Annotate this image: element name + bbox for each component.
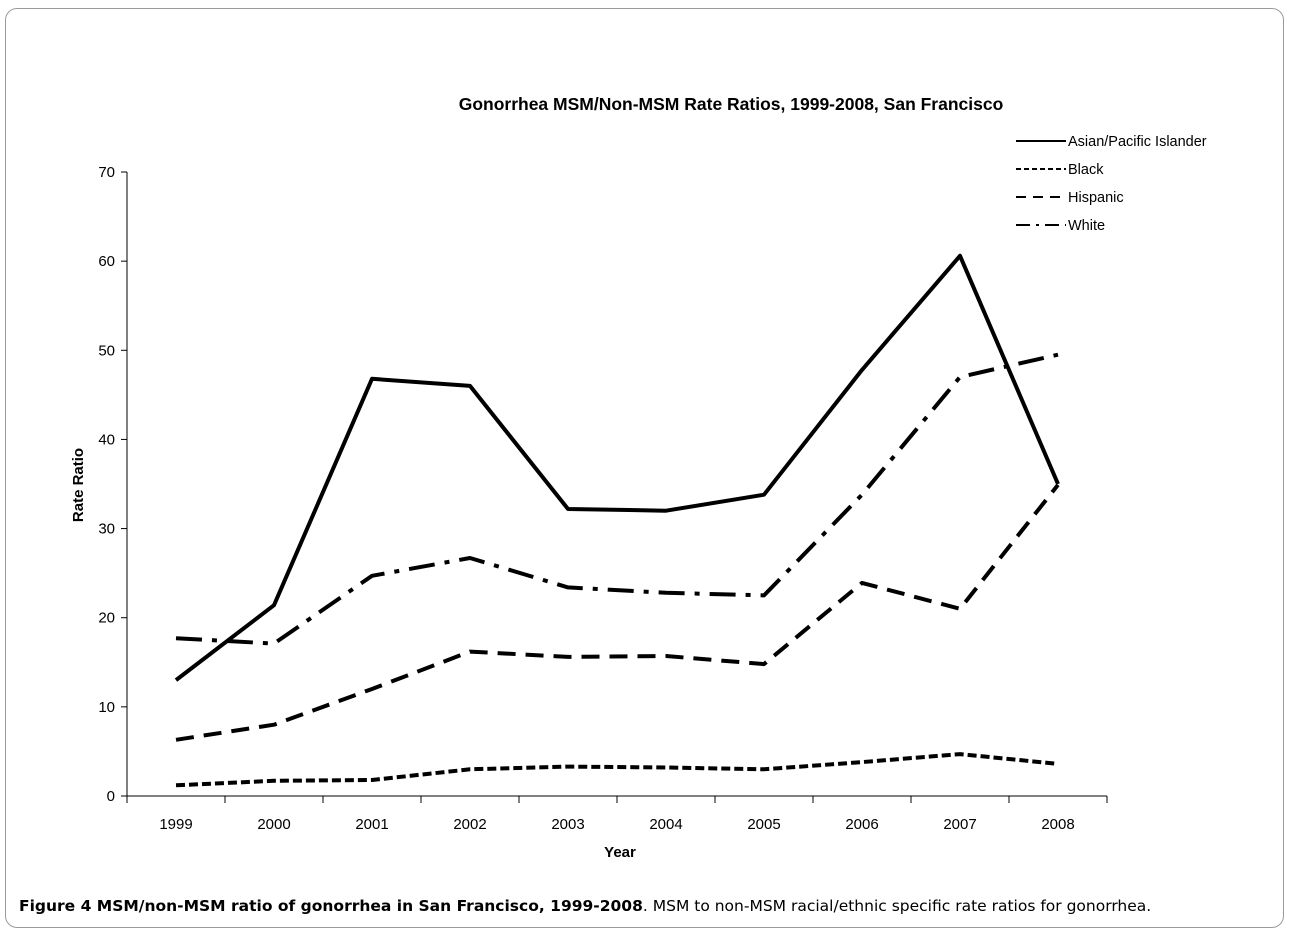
legend: Asian/Pacific Islander Black Hispanic White — [1016, 134, 1207, 234]
y-tick-label: 0 — [107, 788, 115, 805]
x-axis-label: Year — [604, 844, 636, 861]
y-tick-label: 30 — [98, 521, 115, 538]
x-tick-label: 2000 — [257, 816, 290, 833]
series-line-white — [175, 352, 1059, 646]
x-tick-label: 2002 — [453, 816, 486, 833]
chart-title: Gonorrhea MSM/Non-MSM Rate Ratios, 1999-… — [459, 94, 1004, 114]
legend-label-white: White — [1068, 218, 1105, 234]
figure-caption: Figure 4 MSM/non-MSM ratio of gonorrhea … — [19, 897, 1151, 915]
y-tick-label: 70 — [98, 164, 115, 181]
legend-label-asian-pacific-islander: Asian/Pacific Islander — [1068, 134, 1207, 150]
x-tick-label: 2001 — [355, 816, 388, 833]
figure-frame — [5, 8, 1284, 928]
y-tick-label: 20 — [98, 610, 115, 627]
x-tick-label: 2007 — [943, 816, 976, 833]
caption-bold: Figure 4 MSM/non-MSM ratio of gonorrhea … — [19, 897, 643, 915]
y-tick-label: 10 — [98, 699, 115, 716]
x-tick-label: 2005 — [747, 816, 780, 833]
plot-area: 0 10 20 30 40 50 60 70 1999 2000 2001 2002 2003 2004 2… — [98, 164, 1108, 833]
x-tick-label: 2008 — [1041, 816, 1074, 833]
y-axis-label: Rate Ratio — [70, 448, 87, 522]
series-line-hispanic — [175, 483, 1060, 742]
legend-label-black: Black — [1068, 162, 1104, 178]
x-tick-label: 2003 — [551, 816, 584, 833]
x-tick-label: 1999 — [159, 816, 192, 833]
caption-text: . MSM to non-MSM racial/ethnic specific … — [642, 897, 1152, 915]
series-line-asian-pacific-islander — [174, 253, 1060, 682]
series-line-black — [175, 752, 1059, 788]
x-tick-label: 2006 — [845, 816, 878, 833]
y-tick-label: 60 — [98, 253, 115, 270]
y-tick-label: 40 — [98, 431, 115, 448]
x-tick-label: 2004 — [649, 816, 682, 833]
y-tick-label: 50 — [98, 342, 115, 359]
legend-label-hispanic: Hispanic — [1068, 190, 1124, 206]
